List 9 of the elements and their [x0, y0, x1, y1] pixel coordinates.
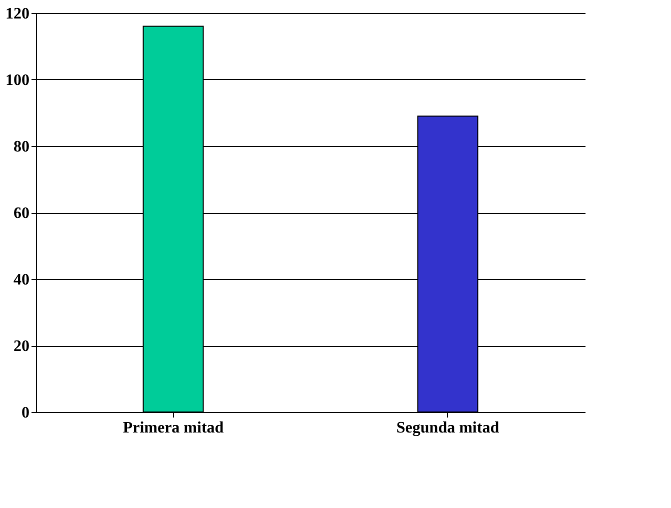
- x-tick-label: Primera mitad: [122, 420, 224, 436]
- y-tick-label: 20: [14, 338, 30, 355]
- y-tick-label: 120: [6, 6, 30, 22]
- y-tick-label: 100: [6, 72, 30, 89]
- y-tick-label: 40: [14, 272, 30, 288]
- x-tick-label: Segunda mitad: [396, 420, 500, 436]
- y-tick-label: 0: [22, 404, 30, 422]
- y-tick-label: 80: [14, 138, 30, 156]
- y-tick-label: 60: [14, 205, 30, 222]
